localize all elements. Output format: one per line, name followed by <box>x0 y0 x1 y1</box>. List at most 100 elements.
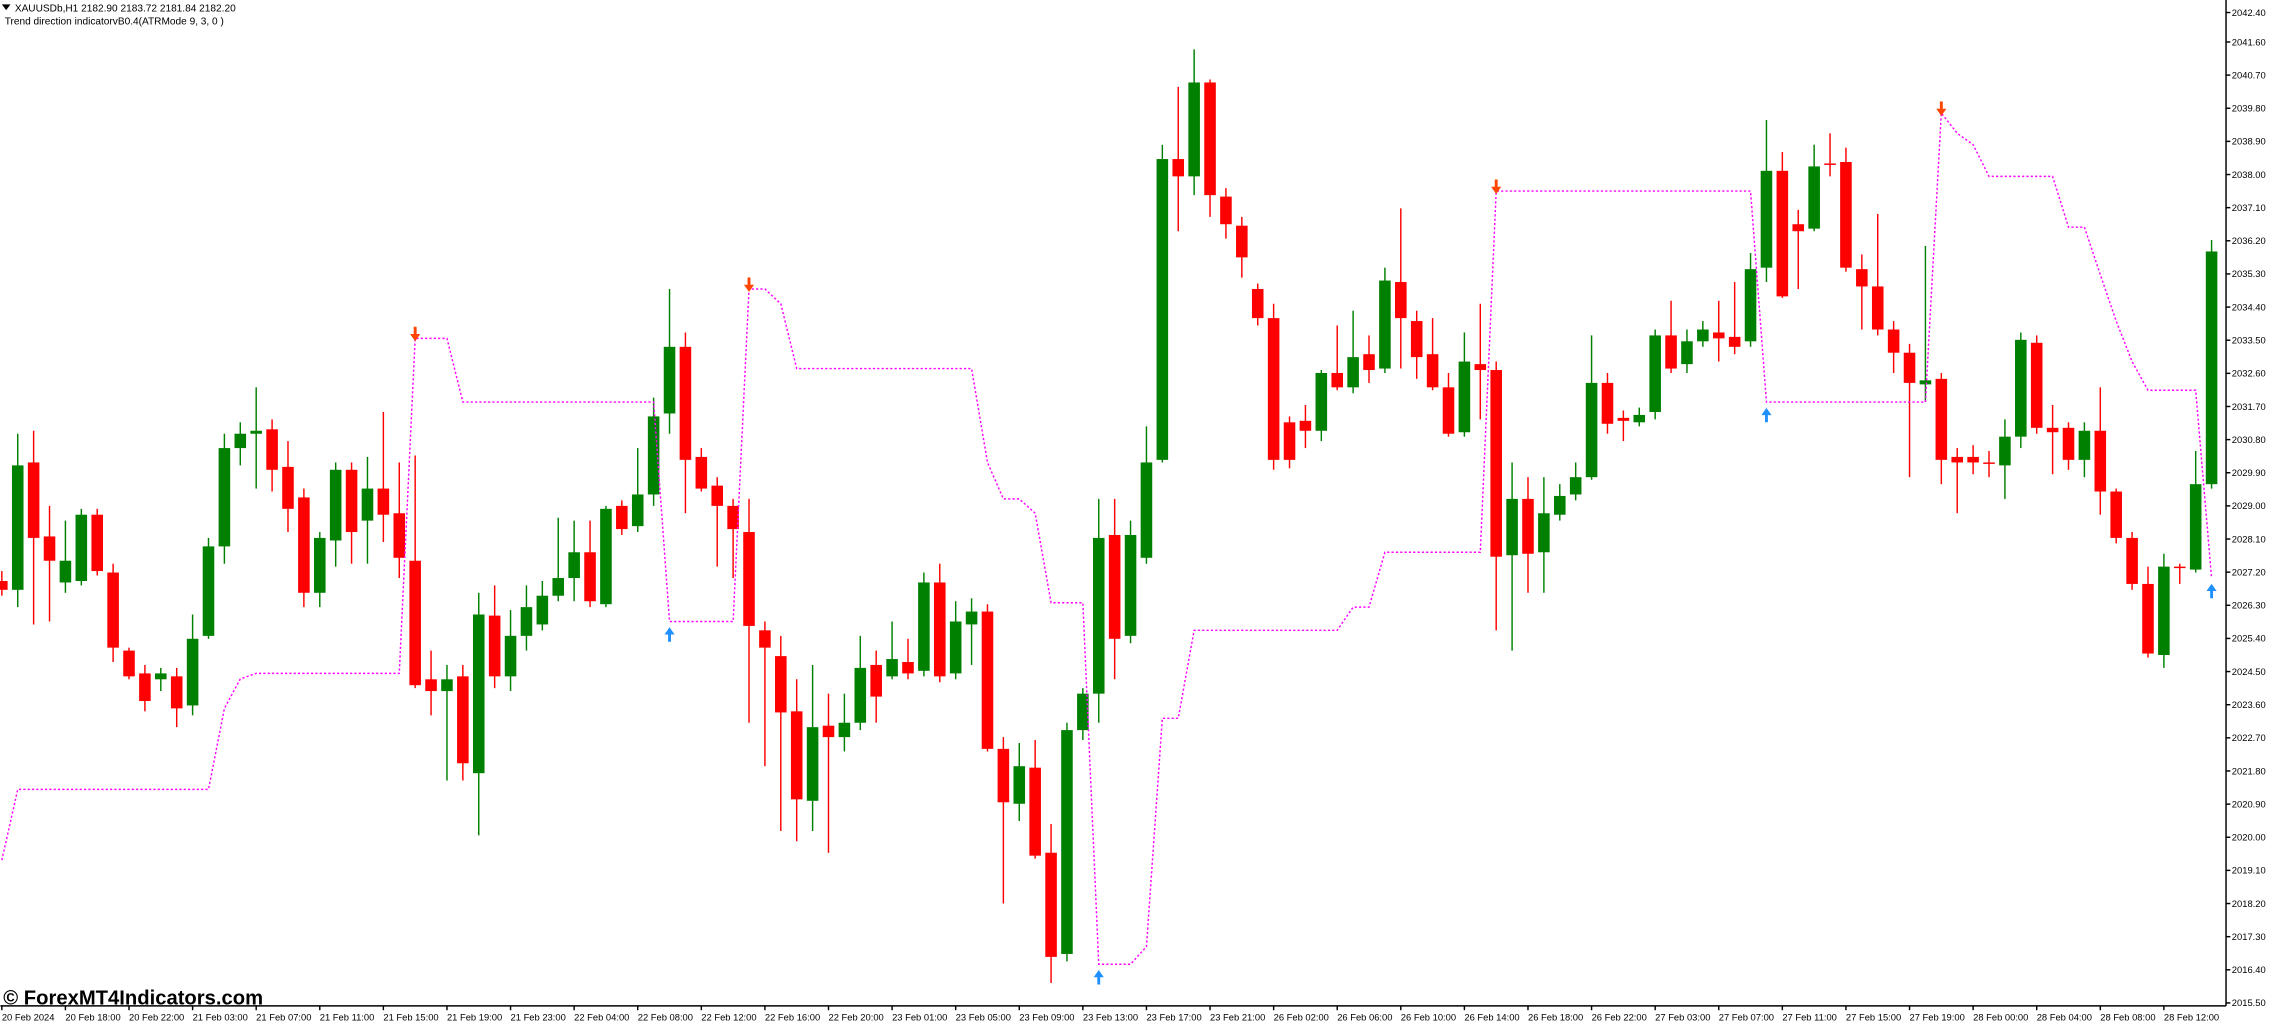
x-tick-label: 21 Feb 23:00 <box>511 1011 566 1022</box>
candle-body <box>1379 280 1391 369</box>
x-tick-label: 28 Feb 04:00 <box>2037 1011 2092 1022</box>
x-tick-label: 21 Feb 19:00 <box>447 1011 502 1022</box>
candle-body <box>631 494 644 527</box>
candle-body <box>822 725 835 738</box>
x-tick-label: 23 Feb 13:00 <box>1083 1011 1138 1022</box>
y-tick-label: 2035.30 <box>2232 268 2266 279</box>
candle-body <box>584 552 596 602</box>
x-tick-label: 26 Feb 18:00 <box>1528 1011 1583 1022</box>
candle-body <box>600 508 612 605</box>
candle-body <box>11 465 24 590</box>
candle-body <box>329 469 342 541</box>
x-tick-label: 23 Feb 17:00 <box>1146 1011 1201 1022</box>
y-tick-label: 2029.00 <box>2232 500 2266 511</box>
candle-body <box>1140 462 1153 558</box>
candle-body <box>1840 162 1852 268</box>
x-tick-label: 27 Feb 07:00 <box>1719 1011 1774 1022</box>
candle-body <box>1395 282 1407 319</box>
candle-body <box>186 638 199 706</box>
candle-body <box>409 560 421 686</box>
x-tick-label: 22 Feb 12:00 <box>701 1011 756 1022</box>
candle-body <box>854 667 867 723</box>
y-tick-label: 2038.90 <box>2232 136 2266 147</box>
candle-body <box>775 656 787 713</box>
candle-body <box>1108 534 1121 639</box>
candle-body <box>1887 329 1900 353</box>
candle-body <box>1712 332 1725 339</box>
watermark: © ForexMT4Indicators.com <box>3 987 263 1009</box>
y-tick-label: 2032.60 <box>2232 368 2266 379</box>
candle-body <box>202 546 215 636</box>
candle-body <box>1665 335 1677 369</box>
candle-body <box>695 456 708 489</box>
candle-body <box>1585 382 1598 478</box>
x-tick-label: 26 Feb 22:00 <box>1592 1011 1647 1022</box>
candle-body <box>647 416 660 495</box>
candle-body <box>727 505 739 530</box>
candle-body <box>2126 537 2138 584</box>
candle-body <box>1649 335 1661 412</box>
x-tick-label: 22 Feb 16:00 <box>765 1011 820 1022</box>
y-tick-label: 2041.60 <box>2232 36 2266 47</box>
candle-body <box>1951 456 1964 463</box>
candle-body <box>663 346 676 414</box>
candle-body <box>1474 364 1487 371</box>
candle-body <box>2189 484 2202 570</box>
y-tick-label: 2023.60 <box>2232 699 2266 710</box>
candle-body <box>1697 329 1709 342</box>
chart-title: XAUUSDb,H1 2182.90 2183.72 2181.84 2182.… <box>15 4 236 15</box>
candle-body <box>2158 566 2170 655</box>
x-tick-label: 21 Feb 03:00 <box>193 1011 248 1022</box>
candle-body <box>711 485 723 506</box>
candle-body <box>1363 354 1375 371</box>
candle-body <box>1856 269 1868 287</box>
y-tick-label: 2016.40 <box>2232 964 2266 975</box>
candle-body <box>1045 852 1057 957</box>
x-tick-label: 26 Feb 14:00 <box>1464 1011 1519 1022</box>
candle-body <box>997 748 1010 803</box>
candle-body <box>107 572 119 648</box>
x-tick-label: 21 Feb 07:00 <box>256 1011 311 1022</box>
x-tick-label: 22 Feb 08:00 <box>638 1011 693 1022</box>
x-tick-label: 28 Feb 00:00 <box>1973 1011 2028 1022</box>
y-tick-label: 2039.80 <box>2232 103 2266 114</box>
candle-body <box>1251 289 1264 319</box>
candle-body <box>965 611 978 625</box>
y-tick-label: 2042.40 <box>2232 7 2266 18</box>
y-tick-label: 2031.70 <box>2232 401 2266 412</box>
candle-body <box>43 536 56 561</box>
candle-body <box>2062 427 2075 460</box>
candle-body <box>1824 163 1836 165</box>
candle-body <box>1681 341 1693 365</box>
candle-body <box>27 462 40 538</box>
candle-body <box>759 630 771 648</box>
candle-body <box>806 727 819 801</box>
candle-body <box>1617 417 1630 421</box>
y-tick-label: 2017.30 <box>2232 931 2266 942</box>
candle-body <box>457 676 469 764</box>
candle-body <box>1601 382 1614 424</box>
candle-body <box>552 578 565 596</box>
candle-body <box>616 505 628 530</box>
sell-arrow <box>1491 179 1502 194</box>
y-tick-label: 2036.20 <box>2232 235 2266 246</box>
candle-body <box>1267 318 1280 460</box>
candle-body <box>1903 352 1916 383</box>
x-tick-label: 27 Feb 19:00 <box>1910 1011 1965 1022</box>
candle-body <box>282 466 294 509</box>
y-tick-label: 2037.10 <box>2232 202 2266 213</box>
sell-arrow <box>410 326 421 342</box>
plot-area <box>0 49 2218 985</box>
candle-body <box>393 513 406 558</box>
candle-body <box>1967 456 1979 463</box>
candle-body <box>0 580 8 590</box>
y-tick-label: 2034.40 <box>2232 301 2266 312</box>
candle-body <box>139 673 151 702</box>
candle-body <box>298 497 310 593</box>
candle-body <box>1156 159 1169 460</box>
y-tick-label: 2033.50 <box>2232 335 2266 346</box>
candle-body <box>949 621 962 674</box>
candle-body <box>1871 286 1884 330</box>
candle-body <box>1792 224 1805 232</box>
